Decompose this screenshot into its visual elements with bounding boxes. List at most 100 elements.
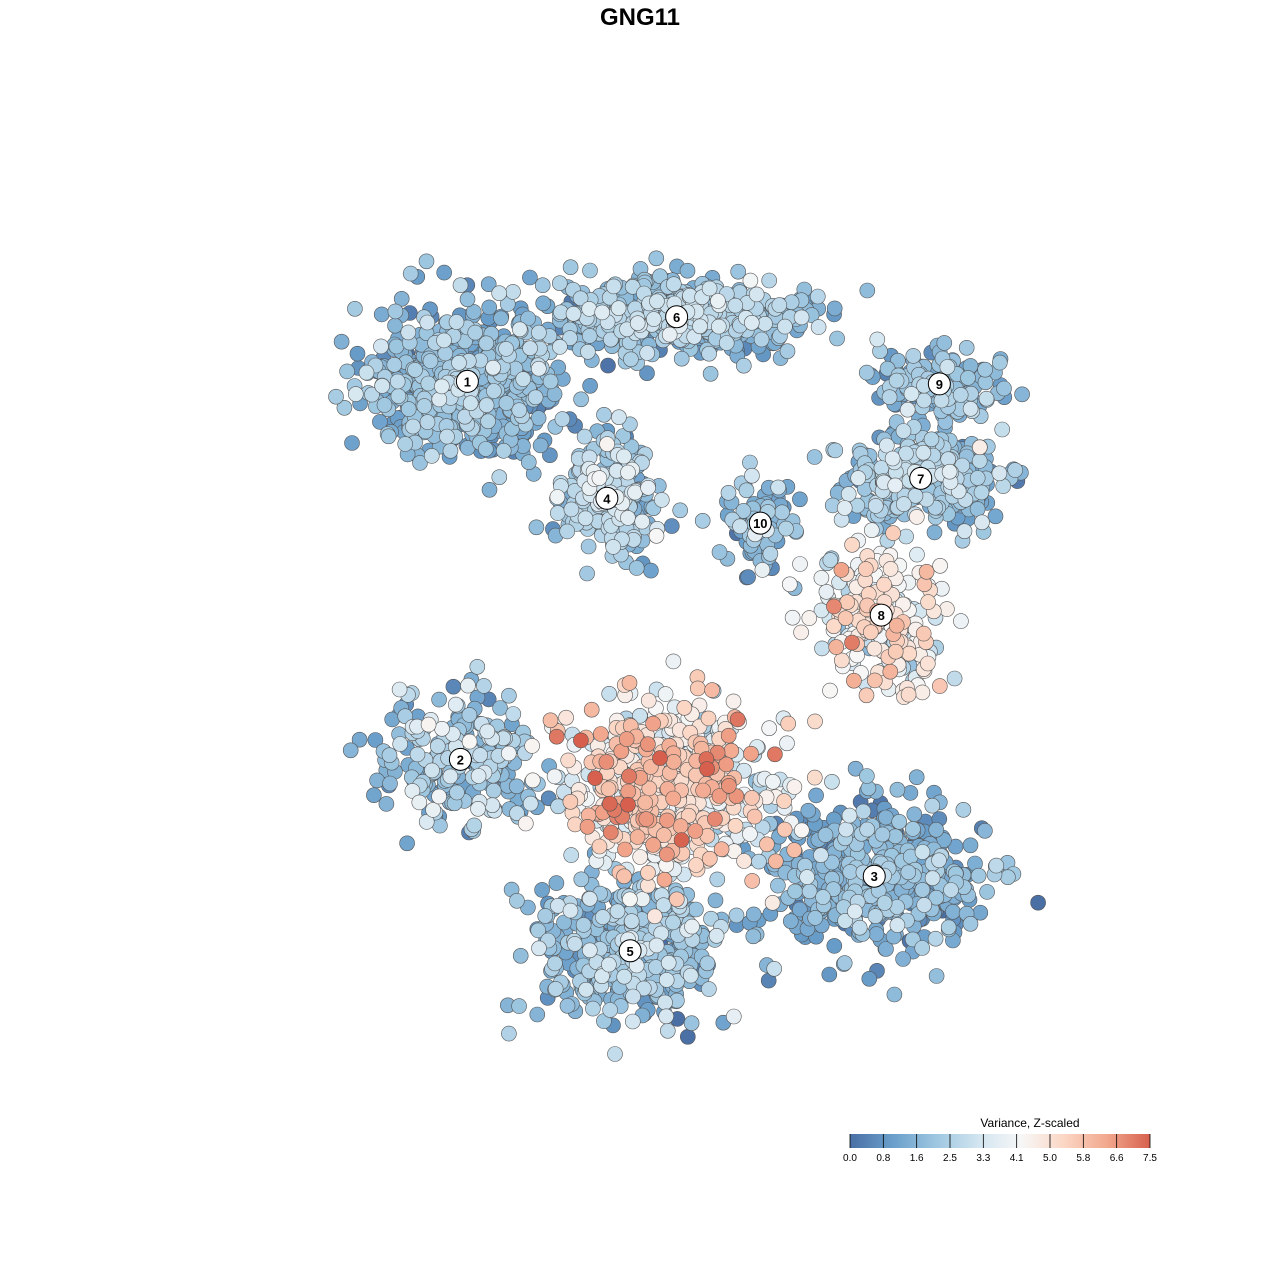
data-point <box>386 356 403 373</box>
data-point <box>397 436 414 452</box>
data-point <box>878 941 894 957</box>
data-point <box>862 624 879 641</box>
data-point <box>648 937 665 954</box>
data-point <box>701 345 717 362</box>
data-point <box>469 658 486 675</box>
svg-text:1: 1 <box>464 374 471 389</box>
data-point <box>500 745 517 762</box>
data-point <box>861 970 878 987</box>
data-point <box>824 854 840 871</box>
data-point <box>710 293 726 309</box>
data-point <box>602 1002 618 1018</box>
data-point <box>771 297 788 313</box>
data-point <box>1007 462 1024 478</box>
data-point <box>928 889 945 906</box>
data-point <box>787 883 803 900</box>
data-point <box>400 324 417 341</box>
data-point <box>661 326 678 343</box>
data-point <box>836 955 853 971</box>
data-point <box>742 826 758 842</box>
data-point <box>422 353 439 369</box>
data-point <box>573 871 590 888</box>
data-point <box>1030 894 1046 911</box>
data-point <box>559 997 576 1014</box>
data-point <box>723 742 740 759</box>
data-point <box>687 823 704 839</box>
data-point <box>347 386 364 402</box>
data-point <box>461 707 478 723</box>
data-point <box>837 913 853 929</box>
data-point <box>580 343 596 360</box>
data-point <box>634 513 651 530</box>
data-point <box>806 449 823 465</box>
data-point <box>601 795 618 812</box>
data-point <box>933 392 950 409</box>
data-point <box>915 625 932 642</box>
data-point <box>509 805 525 822</box>
data-point <box>900 864 917 881</box>
data-point <box>692 318 708 335</box>
data-point <box>527 389 544 406</box>
data-point <box>501 1025 517 1042</box>
data-point <box>663 518 680 534</box>
data-point <box>616 968 633 985</box>
data-point <box>620 783 637 800</box>
data-point <box>622 416 638 433</box>
data-point <box>732 518 748 535</box>
data-point <box>770 877 786 894</box>
data-point <box>339 363 355 380</box>
cluster-label-10: 10 <box>748 511 772 535</box>
data-point <box>906 806 923 823</box>
data-point <box>429 738 446 755</box>
data-point <box>919 655 936 672</box>
data-point <box>801 610 818 626</box>
data-point <box>914 844 931 860</box>
data-point <box>806 769 823 786</box>
data-point <box>882 561 899 577</box>
data-point <box>817 827 834 843</box>
data-point <box>547 981 564 997</box>
data-point <box>665 914 681 931</box>
data-point <box>609 903 626 920</box>
data-point <box>645 715 661 732</box>
data-point <box>659 812 675 829</box>
data-point <box>847 903 863 920</box>
data-point <box>416 398 433 414</box>
data-point <box>522 795 539 812</box>
data-point <box>445 678 462 695</box>
data-point <box>908 509 925 525</box>
data-point <box>996 380 1012 397</box>
data-point <box>524 772 541 789</box>
data-point <box>809 288 826 305</box>
data-point <box>800 802 817 819</box>
data-point <box>392 736 409 752</box>
data-point <box>736 853 752 869</box>
data-point <box>973 484 990 501</box>
data-point <box>885 525 901 541</box>
data-point <box>979 884 995 900</box>
data-point <box>472 747 489 763</box>
data-point <box>711 544 728 560</box>
data-point <box>903 386 920 402</box>
data-point <box>512 947 529 964</box>
data-point <box>759 836 775 853</box>
data-point <box>744 873 761 889</box>
data-point <box>884 450 901 467</box>
data-point <box>522 269 538 286</box>
data-point <box>740 569 756 585</box>
data-point <box>940 919 957 936</box>
data-point <box>680 807 697 824</box>
data-point <box>534 277 551 294</box>
data-point <box>508 778 525 795</box>
data-point <box>562 330 578 346</box>
data-point <box>813 847 829 864</box>
colorbar-tick-label: 5.0 <box>1043 1153 1057 1164</box>
data-point <box>991 354 1008 371</box>
data-point <box>905 821 921 837</box>
data-point <box>594 304 611 321</box>
data-point <box>720 727 737 744</box>
data-point <box>931 678 948 694</box>
data-point <box>987 508 1004 525</box>
cluster-label-6: 6 <box>665 305 689 329</box>
data-point <box>751 853 767 870</box>
